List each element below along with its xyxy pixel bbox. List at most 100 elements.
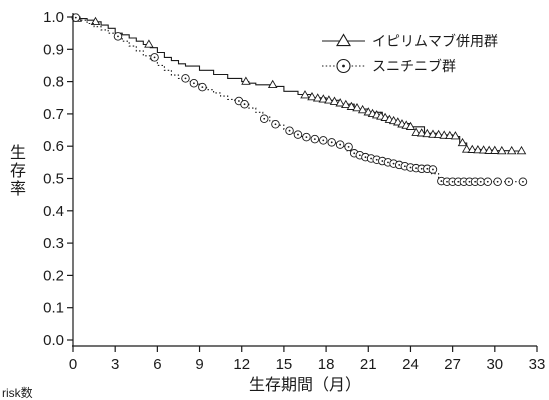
series-2-marker [271,119,280,129]
series-1-marker [352,103,362,112]
y-axis-title: 生存率 [10,144,26,198]
series-2-marker [198,82,207,92]
series-2-marker [189,78,199,88]
series-1 [72,13,527,155]
legend-marker-dot-2 [342,64,345,68]
series-2-marker-dot [507,180,510,183]
series-2-marker-dot [375,158,378,161]
series-2-marker-dot [238,100,240,102]
series-1-marker [461,144,472,153]
series-1-marker [516,145,527,155]
series-1-marker [457,137,468,147]
series-1-marker [411,127,421,136]
series-2-marker [504,177,514,186]
series-2-marker-dot [193,82,195,85]
series-2-marker-dot [313,138,316,140]
series-2-marker-dot [457,180,460,183]
series-2-marker-dot [243,103,246,106]
x-tick-label: 15 [276,356,293,373]
series-1-marker [433,129,444,139]
series-1-marker [506,145,517,155]
series-2-marker-dot [274,123,277,126]
y-tick-label: 0.3 [43,235,64,252]
y-tick-label: 0.2 [43,267,64,284]
series-2-marker [319,136,328,145]
series-1-marker [497,145,507,155]
series-2-marker [428,165,438,174]
series-1-marker [300,90,310,99]
series-1-marker [346,101,357,110]
x-tick-label: 12 [233,356,250,373]
series-2-marker-dot [297,133,299,136]
series-1-marker [329,96,340,105]
y-tick-label: 0.4 [43,203,64,220]
x-tick-label: 3 [111,356,119,373]
series-2-marker-dot [330,141,333,144]
series-2-marker-dot [117,35,119,38]
series-2-marker [327,138,336,147]
x-tick-label: 9 [195,356,203,373]
series-2-marker-dot [522,180,524,183]
series-2-marker-dot [468,180,471,183]
y-axis-title-char: 存 [10,162,26,180]
y-tick-label: 0.7 [43,106,64,123]
series-2-marker [150,53,159,62]
series-2-marker [483,177,493,186]
series-2-line [73,16,523,183]
series-2-marker-dot [364,156,367,159]
series-2-marker-dot [153,56,156,59]
series-1-marker [324,95,334,104]
series-2-marker-dot [409,166,412,169]
x-tick-label: 0 [69,356,77,373]
series-1-marker [428,129,438,138]
series-1-marker [357,104,368,114]
series-2-marker-dot [474,180,477,183]
series-2-marker-dot [420,167,423,170]
series-2-marker-dot [353,152,356,155]
series-2-marker-dot [322,139,325,142]
legend-label-1: イピリムマブ併用群 [372,33,498,49]
y-tick-label: 0.1 [43,300,64,317]
series-2-marker [240,99,249,109]
series-2-marker [476,177,486,186]
series-2-marker [493,177,502,186]
series-2-marker-dot [415,167,417,170]
series-2-marker [113,32,123,41]
series-2-marker-dot [358,154,361,157]
legend-entry-2: スニチニブ群 [322,58,456,74]
series-2-marker [259,114,269,123]
series-1-marker [241,76,251,85]
y-tick-label: 0.9 [43,41,64,58]
series-2-marker [293,130,303,139]
series-2-marker-dot [305,136,308,139]
series-2-marker-dot [403,165,406,168]
series-1-marker [416,128,427,137]
series-2-marker-dot [347,145,350,148]
x-tick-label: 33 [529,356,546,373]
x-tick-label: 24 [402,356,419,373]
y-axis-title-char: 率 [10,180,26,198]
series-2-marker-dot [451,180,454,183]
y-tick-label: 1.0 [43,9,64,26]
series-1-marker [439,130,449,139]
series-1-marker [341,99,351,109]
series-2-marker [302,132,311,142]
series-2-marker [310,134,320,144]
series-2-marker-dot [370,157,372,160]
series-2-marker [71,13,81,22]
series-2-marker-dot [479,180,482,183]
series-2-marker-dot [392,162,395,165]
series-2-marker-dot [446,180,448,183]
y-tick-label: 0.6 [43,138,64,155]
legend-label-2: スニチニブ群 [372,58,456,74]
series-2-marker-dot [201,86,204,88]
axis-layer: 0.0 0.1 0.2 0.3 0.4 0.5 0.6 0.7 0.8 0.9 1.0 0 3 6 9 12 1… [43,9,545,373]
risk-footnote: risk数 [2,385,33,400]
y-tick-label: 0.8 [43,74,64,91]
series-1-marker [445,130,455,140]
series-1-marker [422,128,433,138]
x-tick-label: 18 [318,356,335,373]
series-2-marker [285,126,294,135]
